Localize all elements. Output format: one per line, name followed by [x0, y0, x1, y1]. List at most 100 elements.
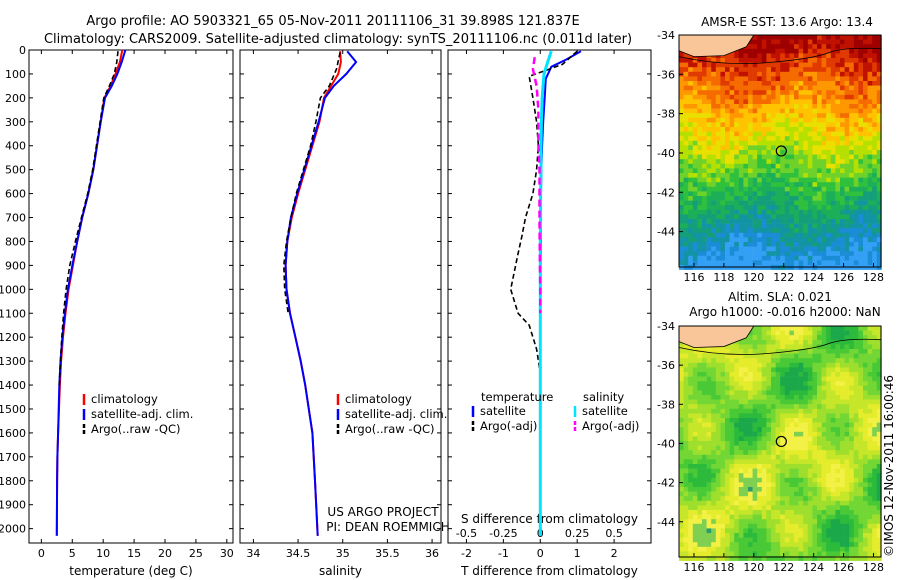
sst-map-cell [840, 260, 845, 266]
sst-map-cell [812, 246, 818, 252]
sla-map-cell [743, 510, 749, 515]
sst-map-cell [748, 168, 753, 174]
sla-map-cell [729, 510, 735, 515]
sst-map-cell [876, 76, 882, 82]
sst-map-cell [830, 94, 836, 100]
sla-map-cell [702, 528, 707, 534]
sla-map-cell [771, 473, 776, 479]
sst-map-cell [761, 200, 767, 206]
sla-map-cell [835, 464, 841, 469]
sla-map-cell [688, 556, 694, 561]
sst-map-cell [706, 150, 712, 155]
sst-map-cell [789, 200, 795, 206]
sla-map-cell [817, 542, 822, 548]
sla-map-cell [766, 533, 772, 538]
sst-map-y-tick-label: -40 [657, 147, 675, 160]
sst-map-cell [771, 232, 776, 238]
sst-map-cell [794, 131, 799, 137]
sst-map-cell [863, 168, 868, 174]
sst-map-cell [830, 205, 836, 211]
sla-map-cell [794, 533, 799, 538]
sla-map-cell [789, 422, 795, 428]
sst-map-cell [734, 255, 740, 261]
sla-map-cell [706, 399, 712, 405]
sst-map-cell [780, 237, 786, 243]
sla-map-cell [835, 500, 841, 506]
sst-map-cell [821, 219, 827, 224]
sla-map-cell [803, 464, 809, 469]
sla-map-cell [780, 454, 786, 460]
sst-map-cell [789, 44, 795, 50]
sst-map-cell [706, 76, 712, 82]
sla-map-cell [830, 510, 836, 515]
sla-map-cell [812, 404, 818, 410]
sla-map-cell [720, 533, 726, 538]
sla-map-cell [775, 353, 781, 359]
sla-map-cell [863, 372, 868, 377]
sst-map-cell [738, 62, 744, 68]
sst-map-cell [683, 71, 689, 77]
sst-map-cell [688, 140, 694, 146]
sst-map-cell [826, 219, 832, 224]
sla-map-cell [821, 413, 827, 419]
sla-map-cell [863, 422, 868, 428]
sla-map-cell [789, 468, 795, 474]
sst-map-cell [812, 242, 818, 247]
sla-map-cell [821, 542, 827, 548]
sst-map-cell [761, 186, 767, 192]
sst-map-cell [872, 99, 878, 105]
sst-map-cell [702, 228, 707, 234]
sst-map-x-tick-label: 118 [713, 271, 734, 284]
sla-map-cell [771, 381, 776, 387]
sla-map-cell [734, 500, 740, 506]
sla-map-cell [794, 376, 799, 382]
sla-map-cell [725, 399, 730, 405]
sla-map-cell [706, 353, 712, 359]
sla-map-cell [807, 353, 813, 359]
sla-map-cell [720, 376, 726, 382]
sla-map-cell [734, 459, 740, 465]
sla-map-cell [715, 551, 721, 557]
sst-map-cell [803, 94, 809, 100]
sst-map-cell [807, 163, 813, 169]
sla-map-cell [775, 519, 781, 525]
sst-map-cell [853, 39, 859, 45]
sla-map-cell [688, 454, 694, 460]
sla-map-cell [780, 445, 786, 451]
sst-map-cell [748, 53, 753, 59]
sla-map-cell [725, 523, 730, 529]
salinity-series-2 [282, 52, 341, 314]
sla-map-cell [853, 408, 859, 414]
sla-map-cell [858, 537, 864, 543]
sla-map-cell [738, 408, 744, 414]
sst-map-cell [876, 99, 882, 105]
sla-map-cell [766, 537, 772, 543]
sla-map-cell [803, 399, 809, 405]
sla-map-cell [706, 408, 712, 414]
sst-map-cell [849, 35, 855, 40]
sst-map-cell [794, 76, 799, 82]
sla-map-cell [757, 330, 763, 336]
sst-map-cell [812, 145, 818, 151]
sla-map-cell [840, 362, 845, 368]
sst-map-cell [784, 209, 790, 215]
sla-map-cell [858, 418, 864, 423]
sla-map-cell [711, 353, 717, 359]
sst-map-cell [863, 48, 868, 54]
sst-map-cell [688, 219, 694, 224]
sla-map-cell [821, 441, 827, 446]
sst-map-cell [715, 145, 721, 151]
sla-map-cell [771, 404, 776, 410]
sst-map-cell [812, 154, 818, 160]
sst-map-cell [748, 44, 753, 50]
sst-map-cell [849, 232, 855, 238]
sst-map-cell [798, 104, 804, 109]
sla-map-cell [844, 528, 850, 534]
sla-map-cell [876, 418, 882, 423]
sst-map-cell [729, 186, 735, 192]
sst-map-cell [766, 223, 772, 229]
sst-map-cell [697, 246, 703, 252]
sla-map-cell [771, 528, 776, 534]
sla-map-cell [858, 372, 864, 377]
